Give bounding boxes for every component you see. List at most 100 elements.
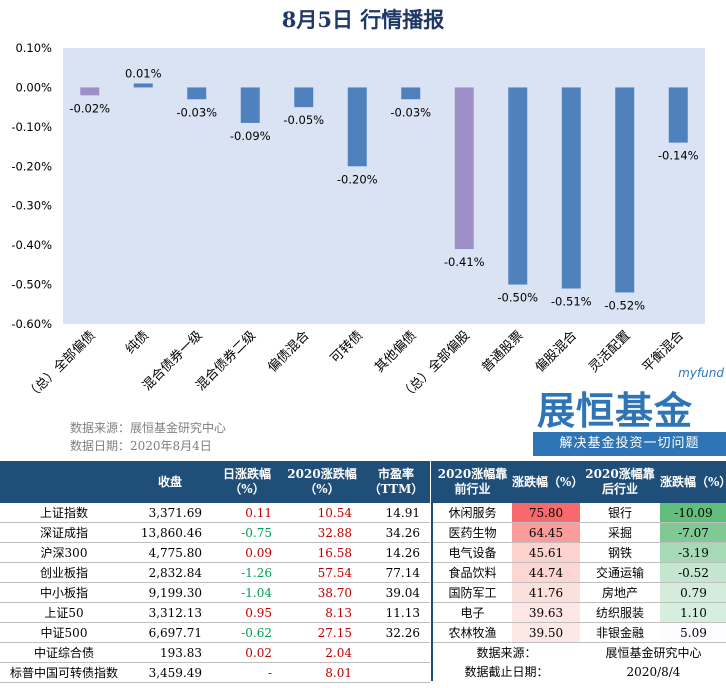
bottom-industry-change: -0.52 xyxy=(660,562,726,583)
y-axis: 0.10% 0.00% -0.10% -0.20% -0.30% -0.40% -0.50%… xyxy=(11,41,52,331)
bottom-industry-name: 非银金融 xyxy=(580,622,660,643)
header-top-industry: 2020涨幅靠前行业 xyxy=(432,461,512,503)
index-name: 上证指数 xyxy=(0,503,128,523)
index-ytd-change: 32.88 xyxy=(282,522,362,543)
top-industry-name: 电气设备 xyxy=(432,542,512,563)
top-industry-name: 国防军工 xyxy=(432,582,512,603)
index-day-change: -1.04 xyxy=(212,582,282,603)
index-name: 中证综合债 xyxy=(0,642,128,663)
y-tick-label: -0.40% xyxy=(11,238,52,252)
y-tick-label: -0.60% xyxy=(11,317,52,331)
bar-chart: 0.10% 0.00% -0.10% -0.20% -0.30% -0.40% -0.50%… xyxy=(11,41,705,404)
index-row: 中证综合债 193.83 0.02 2.04 xyxy=(0,642,430,663)
footer-value: 2020/8/4 xyxy=(626,664,681,679)
industry-row: 休闲服务 75.80 银行 -10.09 xyxy=(432,503,726,523)
bar-5 xyxy=(347,87,367,167)
bottom-industry-name: 交通运输 xyxy=(580,562,660,583)
index-row: 创业板指 2,832.84 -1.26 57.54 77.14 xyxy=(0,562,430,583)
y-tick-label: 0.00% xyxy=(15,80,52,94)
y-tick-label: -0.50% xyxy=(11,278,52,292)
x-tick-label: 普通股票 xyxy=(479,328,526,375)
index-table-header: 收盘 日涨跌幅（%） 2020涨跌幅（%） 市盈率（TTM） xyxy=(0,461,430,503)
data-label: -0.50% xyxy=(497,291,538,305)
top-industry-change: 64.45 xyxy=(512,522,580,543)
index-table: 收盘 日涨跌幅（%） 2020涨跌幅（%） 市盈率（TTM） 上证指数 3,371… xyxy=(0,461,430,683)
index-day-change: -1.26 xyxy=(212,562,282,583)
index-pe: 34.26 xyxy=(362,522,430,543)
bottom-industry-name: 钢铁 xyxy=(580,542,660,563)
data-label: -0.02% xyxy=(69,101,110,115)
top-industry-name: 农林牧渔 xyxy=(432,622,512,643)
top-industry-name: 休闲服务 xyxy=(432,503,512,523)
bottom-industry-change: 0.79 xyxy=(660,582,726,603)
top-industry-change: 41.76 xyxy=(512,582,580,603)
header-ytd-change: 2020涨跌幅（%） xyxy=(282,461,362,503)
brand-logo: myfund 展恒基金 解决基金投资一切问题 xyxy=(533,362,726,458)
plot-area xyxy=(63,48,705,324)
industry-row: 食品饮料 44.74 交通运输 -0.52 xyxy=(432,562,726,583)
index-name: 中小板指 xyxy=(0,582,128,603)
index-row: 深证成指 13,860.46 -0.75 32.88 34.26 xyxy=(0,522,430,543)
bar-1 xyxy=(133,83,153,88)
logo-brand: 展恒基金 xyxy=(537,388,694,433)
index-day-change: 0.02 xyxy=(212,642,282,663)
y-tick-label: -0.20% xyxy=(11,159,52,173)
index-row: 中证500 6,697.71 -0.62 27.15 32.26 xyxy=(0,622,430,643)
bar-6 xyxy=(401,87,421,100)
index-name: 标普中国可转债指数 xyxy=(0,662,128,683)
logo-slogan: 解决基金投资一切问题 xyxy=(533,432,726,456)
index-day-change: 0.95 xyxy=(212,602,282,623)
index-close: 3,312.13 xyxy=(128,602,212,623)
bars xyxy=(80,83,688,293)
industry-table-header: 2020涨幅靠前行业 涨跌幅（%） 2020涨幅靠后行业 涨跌幅（%） xyxy=(432,461,726,503)
index-day-change: -0.62 xyxy=(212,622,282,643)
bar-9 xyxy=(561,87,581,289)
bottom-industry-change: -7.07 xyxy=(660,522,726,543)
index-name: 深证成指 xyxy=(0,522,128,543)
bar-0 xyxy=(80,87,100,96)
data-label: -0.05% xyxy=(283,113,324,127)
data-label: -0.09% xyxy=(230,129,271,143)
index-close: 2,832.84 xyxy=(128,562,212,583)
industry-footer-row: 数据截止日期： 2020/8/4 xyxy=(432,662,726,681)
top-industry-change: 39.50 xyxy=(512,622,580,643)
index-pe: 11.13 xyxy=(362,602,430,623)
market-tables: 收盘 日涨跌幅（%） 2020涨跌幅（%） 市盈率（TTM） 上证指数 3,371… xyxy=(0,461,726,688)
index-day-change: 0.09 xyxy=(212,542,282,563)
index-close: 3,459.49 xyxy=(128,662,212,683)
index-close: 4,775.80 xyxy=(128,542,212,563)
index-close: 6,697.71 xyxy=(128,622,212,643)
index-pe xyxy=(362,642,430,663)
header-close: 收盘 xyxy=(128,461,212,503)
header-pe: 市盈率（TTM） xyxy=(362,461,430,503)
top-industry-name: 电子 xyxy=(432,602,512,623)
x-tick-label: 纯债 xyxy=(123,328,152,357)
date-note: 数据日期：2020年8月4日 xyxy=(70,439,212,453)
index-close: 9,199.30 xyxy=(128,582,212,603)
industry-row: 农林牧渔 39.50 非银金融 5.09 xyxy=(432,622,726,643)
industry-row: 国防军工 41.76 房地产 0.79 xyxy=(432,582,726,603)
index-pe: 39.04 xyxy=(362,582,430,603)
header-bottom-industry: 2020涨幅靠后行业 xyxy=(580,461,660,503)
index-name: 中证500 xyxy=(0,622,128,643)
top-industry-change: 44.74 xyxy=(512,562,580,583)
data-label: -0.41% xyxy=(444,255,485,269)
x-tick-label: 其他偏债 xyxy=(372,328,419,375)
index-close: 3,371.69 xyxy=(128,503,212,523)
industry-row: 电气设备 45.61 钢铁 -3.19 xyxy=(432,542,726,563)
index-close: 193.83 xyxy=(128,642,212,663)
x-tick-label: 偏债混合 xyxy=(265,328,312,375)
industry-row: 电子 39.63 纺织服装 1.10 xyxy=(432,602,726,623)
top-industry-change: 45.61 xyxy=(512,542,580,563)
index-name: 创业板指 xyxy=(0,562,128,583)
top-industry-name: 医药生物 xyxy=(432,522,512,543)
index-ytd-change: 8.13 xyxy=(282,602,362,623)
index-row: 上证50 3,312.13 0.95 8.13 11.13 xyxy=(0,602,430,623)
bar-11 xyxy=(668,87,688,143)
y-tick-label: -0.30% xyxy=(11,199,52,213)
index-pe: 14.91 xyxy=(362,503,430,523)
x-tick-label: （总）全部偏债 xyxy=(23,328,99,404)
footer-value: 展恒基金研究中心 xyxy=(605,646,702,660)
page-title: 8月5日 行情播报 xyxy=(281,7,445,32)
data-label: -0.14% xyxy=(658,149,699,163)
